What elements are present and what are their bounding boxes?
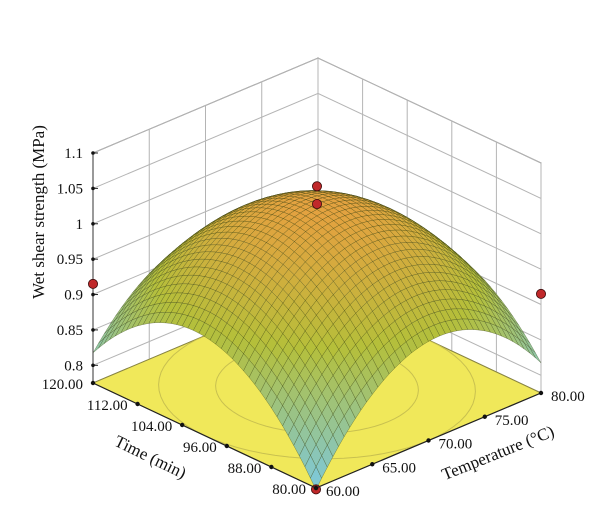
design-point [311, 181, 322, 192]
time-tick [180, 422, 185, 428]
z-tick-dot [91, 328, 95, 332]
time-axis-line [92, 382, 317, 489]
design-point [88, 278, 99, 289]
time-tick [90, 380, 96, 386]
z-tick-label: 0.9 [64, 288, 83, 304]
temperature-tick [538, 390, 544, 396]
axes: 0.8 0.85 0.9 0.95 1 1.05 1.1 80.00 88.00 96.00 104… [42, 146, 585, 500]
z-tick-dot [91, 257, 95, 261]
design-point [311, 198, 322, 209]
temperature-tick-label: 75.00 [495, 413, 529, 429]
surface-cell [310, 466, 322, 491]
temperature-tick-label: 80.00 [551, 389, 585, 405]
design-point [536, 288, 547, 299]
time-tick-label: 80.00 [272, 482, 306, 498]
time-tick-label: 120.00 [42, 377, 83, 393]
z-tick-dot [91, 186, 95, 191]
temperature-tick-label: 60.00 [326, 484, 360, 500]
y-axis-title: Time (min) [112, 432, 190, 483]
temperature-tick [370, 462, 375, 467]
z-tick-label: 1.05 [57, 181, 83, 197]
temperature-tick-label: 65.00 [382, 460, 416, 476]
z-tick-dot [91, 221, 95, 226]
z-tick-dot [91, 151, 95, 155]
x-axis-title: Temperature (°C) [439, 422, 557, 484]
z-tick-label: 0.85 [57, 323, 83, 339]
temperature-tick-label: 70.00 [439, 437, 473, 453]
time-tick [269, 464, 274, 470]
time-tick-label: 88.00 [228, 461, 262, 477]
temperature-tick [482, 414, 487, 419]
z-tick-label: 1.1 [64, 146, 83, 162]
time-tick-label: 112.00 [87, 398, 128, 414]
time-tick [224, 443, 229, 449]
time-tick-label: 96.00 [183, 440, 217, 456]
z-tick-dot [91, 363, 95, 368]
temperature-tick [313, 485, 319, 491]
z-axis-title: Wet shear strength (MPa) [29, 125, 48, 299]
temperature-tick [426, 438, 431, 443]
z-tick-label: 0.95 [57, 252, 83, 268]
response-surface [92, 190, 542, 491]
z-tick-dot [91, 292, 95, 297]
time-tick-label: 104.00 [131, 419, 172, 435]
time-tick [135, 401, 140, 407]
z-tick-label: 1 [76, 217, 84, 233]
z-tick-label: 0.8 [64, 358, 83, 374]
